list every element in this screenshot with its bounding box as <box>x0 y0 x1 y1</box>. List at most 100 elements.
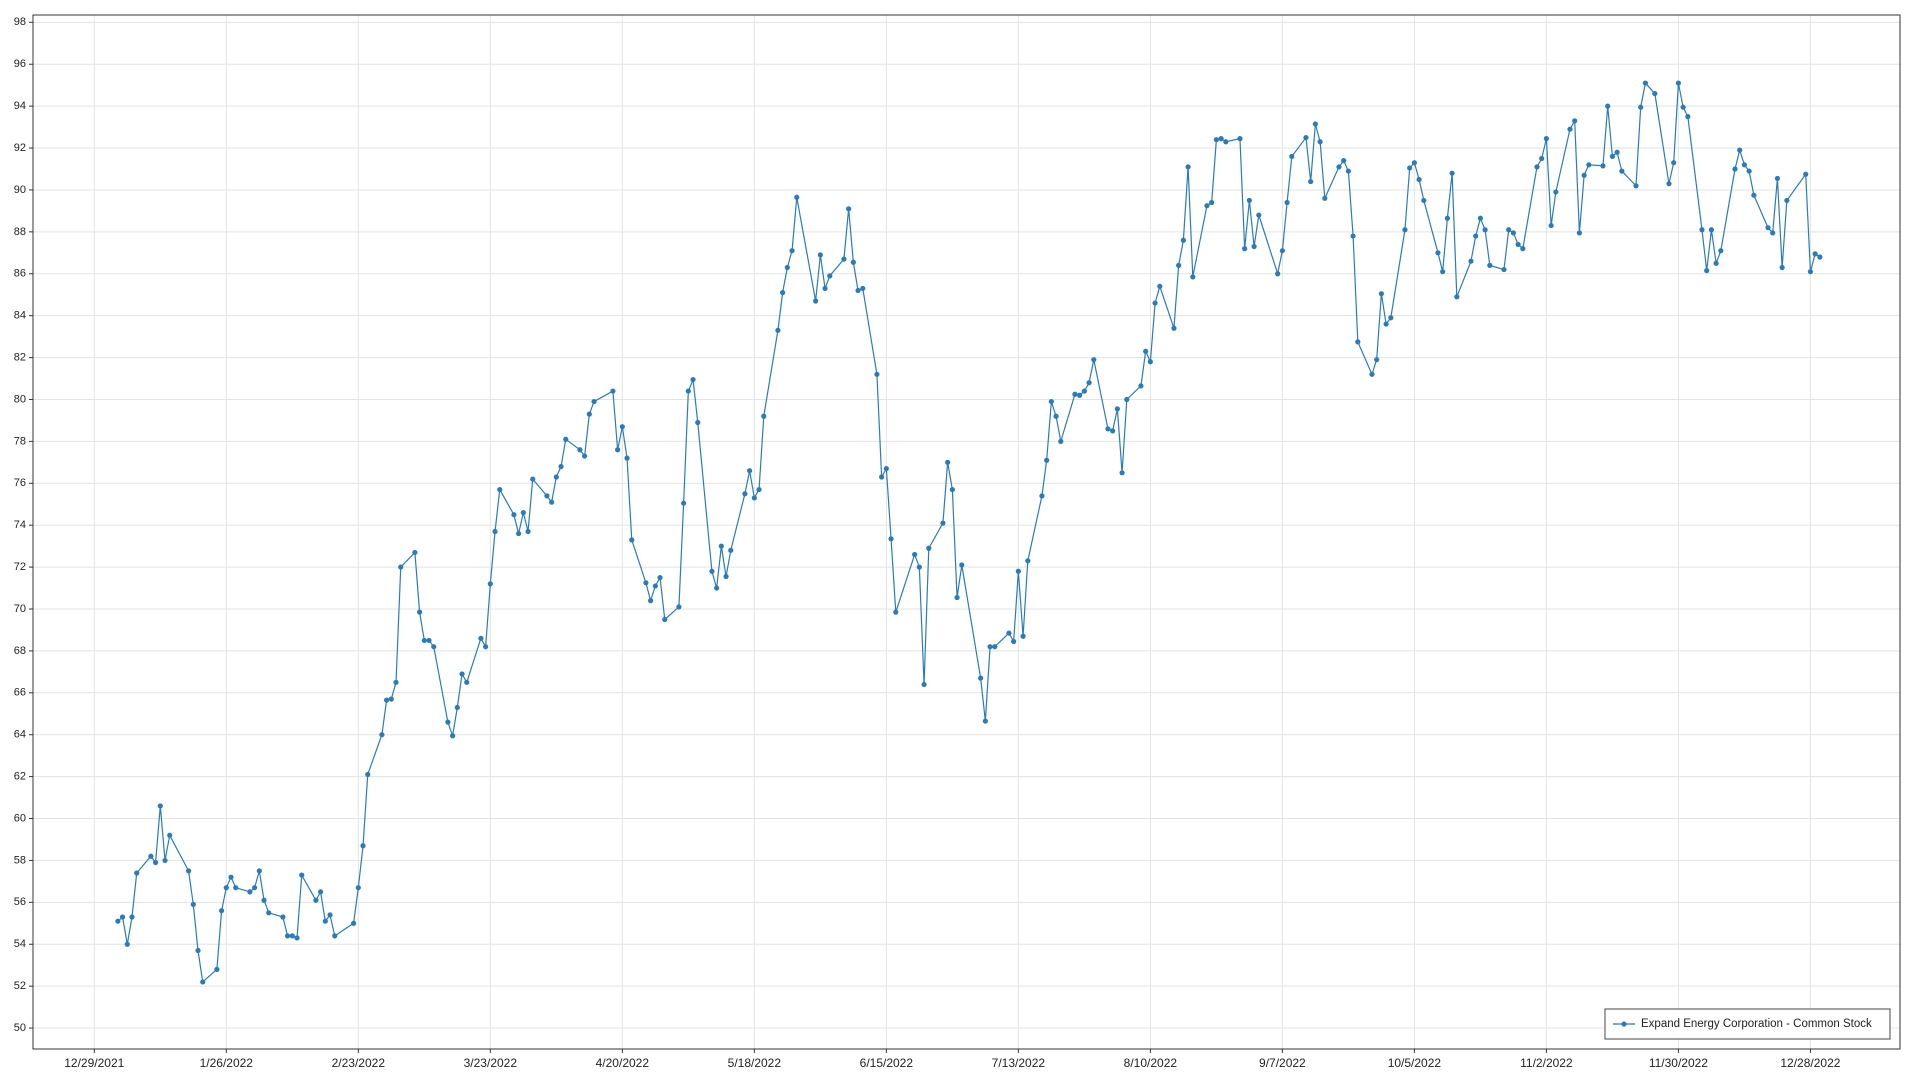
data-point <box>1086 380 1092 386</box>
data-point <box>841 256 847 262</box>
data-point <box>256 868 262 874</box>
data-point <box>520 510 526 516</box>
data-point <box>1666 181 1672 187</box>
data-point <box>129 914 135 920</box>
data-point <box>1355 339 1361 345</box>
data-point <box>1105 426 1111 432</box>
data-point <box>1251 243 1257 250</box>
data-point <box>1567 126 1573 132</box>
legend-label: Expand Energy Corporation - Common Stock <box>1641 1018 1872 1030</box>
data-point <box>1732 166 1738 172</box>
data-point <box>1383 321 1389 327</box>
data-point <box>1581 172 1587 178</box>
data-point <box>690 376 696 383</box>
x-tick-label: 12/28/2022 <box>1780 1056 1840 1070</box>
data-point <box>563 436 569 442</box>
data-point <box>223 885 229 891</box>
data-point <box>1350 233 1356 239</box>
data-point <box>511 512 517 518</box>
data-point <box>1223 139 1229 145</box>
data-point <box>1279 248 1285 254</box>
data-point <box>134 870 140 876</box>
data-point <box>1157 283 1163 289</box>
data-point <box>1303 134 1309 141</box>
y-tick-label: 64 <box>14 729 26 741</box>
x-tick-label: 1/26/2022 <box>200 1056 254 1070</box>
data-point <box>987 644 993 650</box>
x-tick-label: 5/18/2022 <box>728 1056 782 1070</box>
data-point <box>1411 160 1417 166</box>
data-point <box>1704 268 1710 274</box>
data-point <box>992 644 998 650</box>
data-point <box>1407 165 1413 171</box>
data-point <box>261 897 267 903</box>
y-tick-label: 88 <box>14 226 26 238</box>
data-point <box>398 564 404 570</box>
data-point <box>214 966 220 972</box>
data-point <box>1633 183 1639 189</box>
data-point <box>1468 258 1474 264</box>
data-point <box>959 562 965 568</box>
data-point <box>459 671 465 677</box>
data-point <box>247 889 253 895</box>
y-tick-label: 60 <box>14 812 26 824</box>
plot-frame <box>32 14 1901 1050</box>
y-tick-label: 80 <box>14 393 26 405</box>
data-point <box>615 447 621 453</box>
data-point <box>1209 199 1215 206</box>
data-point <box>1388 315 1394 321</box>
data-point <box>1072 391 1078 397</box>
data-point <box>1440 269 1446 275</box>
y-tick-label: 94 <box>14 100 26 112</box>
data-point <box>544 493 550 499</box>
x-tick-label: 11/30/2022 <box>1649 1056 1708 1070</box>
data-point <box>883 466 889 472</box>
data-point <box>1534 164 1540 170</box>
legend-box <box>1604 1008 1891 1040</box>
x-tick-label: 11/2/2022 <box>1520 1056 1573 1070</box>
data-point <box>1515 241 1521 248</box>
data-point <box>1237 136 1243 142</box>
data-point <box>1176 262 1182 268</box>
data-point <box>1091 357 1097 363</box>
data-point <box>1053 413 1059 419</box>
data-point <box>1275 271 1281 277</box>
data-point <box>652 583 658 589</box>
data-point <box>751 495 757 501</box>
data-point <box>1317 139 1323 145</box>
data-point <box>119 914 126 920</box>
data-point <box>1246 197 1252 204</box>
data-point <box>624 455 630 461</box>
x-tick-label: 4/20/2022 <box>596 1056 650 1070</box>
data-point <box>1256 212 1262 218</box>
data-point <box>1308 178 1314 185</box>
data-point <box>1015 568 1021 574</box>
data-point <box>1473 233 1479 239</box>
data-point <box>417 609 423 615</box>
data-point <box>360 843 366 849</box>
data-point <box>1369 371 1375 377</box>
data-point <box>167 832 173 838</box>
data-point <box>1543 136 1550 142</box>
data-point <box>1077 392 1083 398</box>
data-point <box>723 573 729 580</box>
data-point <box>945 459 951 465</box>
data-point <box>1444 215 1450 221</box>
data-point <box>648 598 654 604</box>
data-point <box>728 547 734 553</box>
data-point <box>1718 248 1724 254</box>
data-point <box>299 872 305 878</box>
data-point <box>1138 383 1144 389</box>
data-point <box>1119 470 1125 476</box>
data-point <box>185 868 192 874</box>
data-point <box>1218 136 1224 142</box>
data-point <box>1213 137 1219 143</box>
data-point <box>1609 153 1616 160</box>
data-point <box>1784 197 1790 204</box>
data-point <box>431 644 437 650</box>
data-point <box>1501 266 1507 273</box>
data-point <box>1345 168 1351 174</box>
data-point <box>954 594 960 601</box>
data-point <box>148 853 154 859</box>
